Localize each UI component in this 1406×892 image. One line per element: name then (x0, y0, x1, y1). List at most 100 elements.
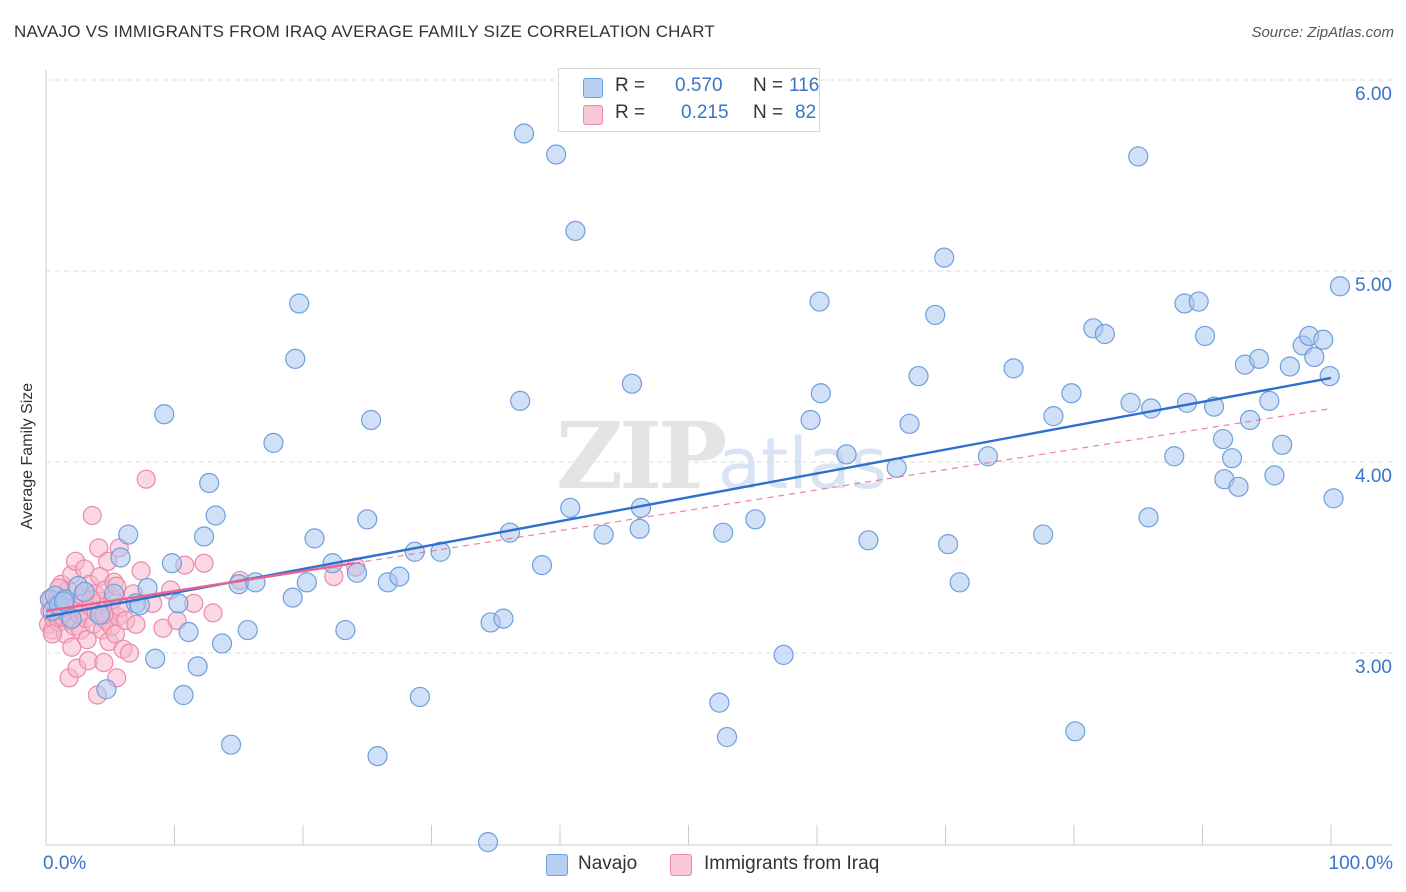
navajo-point (1043, 406, 1064, 427)
navajo-point (546, 144, 567, 165)
navajo-point (1212, 428, 1234, 450)
iraq-point (131, 561, 151, 581)
legend-n-value: 82 (795, 102, 817, 123)
navajo-legend-swatch (546, 854, 568, 876)
iraq-point (126, 614, 146, 634)
iraq-point (194, 553, 214, 573)
navajo-point (211, 633, 233, 654)
navajo-point (1313, 329, 1334, 350)
navajo-point (899, 413, 920, 434)
navajo-point (118, 524, 139, 545)
legend-r-label: R = (615, 75, 646, 96)
navajo-point (1128, 146, 1149, 167)
series-legend: Navajo Immigrants from Iraq (0, 852, 1406, 878)
navajo-point (1194, 325, 1216, 347)
navajo-point (220, 734, 242, 755)
navajo-points (39, 123, 1351, 853)
navajo-point (621, 373, 643, 394)
navajo-point (1164, 446, 1185, 467)
navajo-point (949, 572, 970, 593)
navajo-point (193, 526, 215, 547)
navajo-point (178, 621, 199, 643)
navajo-point (745, 509, 766, 530)
navajo-point (1065, 721, 1086, 742)
iraq-point (42, 624, 63, 644)
navajo-point (1003, 358, 1024, 379)
correlation-legend: R = 0.570 N = 116 R = 0.215 N = 82 (558, 68, 820, 132)
y-tick-label: 6.00 (1355, 84, 1392, 105)
navajo-point (629, 518, 650, 539)
navajo-point (925, 304, 946, 326)
iraq-point (119, 643, 140, 663)
navajo-point (1264, 465, 1285, 486)
navajo-point (187, 656, 208, 677)
x-tick-label-min: 0.0% (43, 853, 86, 874)
navajo-point (908, 365, 929, 387)
navajo-point (1279, 356, 1300, 377)
navajo-point (367, 746, 388, 767)
navajo-swatch (583, 78, 603, 98)
navajo-point (296, 572, 317, 593)
watermark: ZIP atlas (556, 402, 887, 510)
chart-title: NAVAJO VS IMMIGRANTS FROM IRAQ AVERAGE F… (14, 22, 715, 41)
iraq-point (136, 469, 156, 489)
navajo-point (858, 530, 879, 551)
legend-r-label: R = (615, 102, 646, 123)
iraq-point (203, 603, 223, 623)
navajo-point (205, 505, 226, 526)
navajo-point (1259, 390, 1280, 411)
navajo-point (1329, 276, 1351, 297)
navajo-point (1094, 323, 1115, 345)
navajo-point (836, 444, 857, 465)
navajo-point (409, 686, 431, 708)
navajo-point (1138, 507, 1159, 528)
iraq-legend-label: Immigrants from Iraq (704, 853, 880, 874)
iraq-legend-swatch (670, 854, 692, 876)
iraq-swatch (583, 105, 603, 125)
watermark-zip: ZIP (556, 402, 725, 510)
legend-r-value: 0.570 (675, 75, 723, 96)
navajo-point (800, 409, 821, 431)
navajo-point (404, 541, 425, 562)
navajo-point (1188, 291, 1209, 312)
iraq-point (62, 637, 82, 657)
navajo-point (565, 220, 586, 241)
navajo-point (809, 291, 830, 312)
x-tick-label-max: 100.0% (1329, 853, 1394, 874)
navajo-point (145, 648, 166, 669)
navajo-point (709, 692, 730, 713)
navajo-point (389, 566, 410, 587)
source-note: Source: ZipAtlas.com (1251, 24, 1394, 41)
navajo-point (1319, 365, 1340, 387)
navajo-point (560, 497, 581, 518)
navajo-point (716, 726, 738, 748)
navajo-point (199, 472, 220, 494)
navajo-point (1203, 396, 1225, 417)
y-tick-label: 3.00 (1355, 657, 1392, 678)
navajo-point (89, 604, 111, 625)
navajo-point (228, 574, 249, 595)
navajo-point (1221, 448, 1243, 469)
navajo-point (335, 619, 356, 641)
navajo-point (263, 432, 284, 453)
navajo-point (513, 123, 535, 144)
navajo-point (346, 562, 368, 583)
navajo-point (154, 404, 175, 425)
navajo-point (493, 608, 514, 629)
navajo-point (510, 390, 531, 411)
navajo-point (477, 831, 499, 853)
navajo-point (934, 247, 955, 268)
navajo-point (361, 409, 382, 431)
y-tick-label: 5.00 (1355, 275, 1392, 296)
iraq-trend-line (45, 562, 355, 613)
navajo-point (1140, 398, 1162, 419)
navajo-point (1033, 524, 1054, 545)
tick-labels: 3.00 4.00 5.00 6.00 0.0% 100.0% (43, 84, 1393, 874)
iraq-point (94, 652, 114, 673)
legend-n-label: N = (753, 75, 784, 96)
navajo-point (1120, 392, 1141, 413)
navajo-point (593, 524, 614, 545)
trend-lines (45, 376, 1332, 618)
legend-n-label: N = (753, 102, 784, 123)
